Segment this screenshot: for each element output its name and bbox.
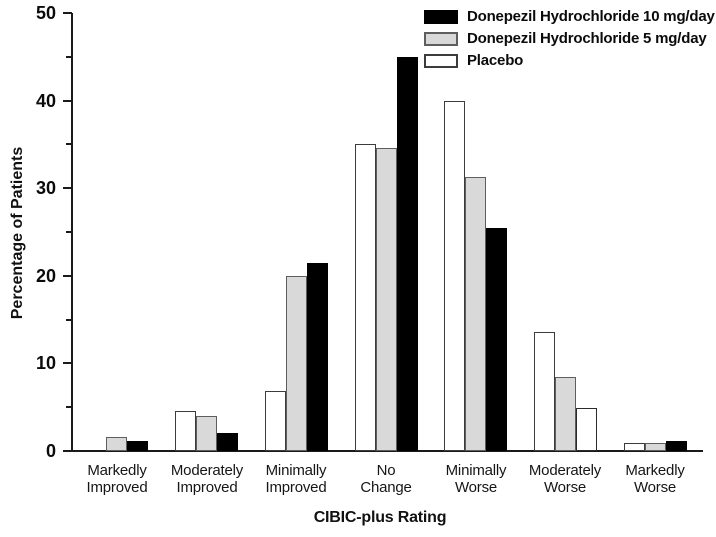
legend-swatch-black-icon: [424, 9, 458, 24]
bar-donepezil-hydrochloride-10-mg/day: [307, 263, 328, 451]
bar-donepezil-hydrochloride-10-mg/day: [397, 57, 418, 451]
bar-placebo: [355, 144, 376, 451]
y-minor-tick: [66, 406, 72, 409]
y-major-tick: [63, 99, 72, 102]
legend-item-donepezil-10mg: Donepezil Hydrochloride 10 mg/day: [424, 8, 715, 25]
y-tick-label: 30: [35, 178, 56, 199]
legend: Donepezil Hydrochloride 10 mg/day Donepe…: [424, 8, 715, 75]
y-minor-tick: [66, 318, 72, 321]
y-major-tick: [63, 12, 72, 14]
category-label: Minimally Improved: [265, 462, 327, 496]
y-axis-line: [71, 13, 73, 452]
legend-label: Donepezil Hydrochloride 5 mg/day: [467, 30, 707, 47]
legend-item-donepezil-5mg: Donepezil Hydrochloride 5 mg/day: [424, 30, 715, 47]
y-tick-label: 50: [35, 3, 56, 23]
y-tick-label: 0: [45, 441, 56, 461]
bar-placebo: [534, 332, 555, 451]
legend-label: Donepezil Hydrochloride 10 mg/day: [467, 8, 715, 25]
bar-donepezil-hydrochloride-5-mg/day: [555, 377, 576, 451]
legend-swatch-gray-icon: [424, 31, 458, 46]
bar-donepezil-hydrochloride-5-mg/day: [465, 177, 486, 451]
bar-donepezil-hydrochloride-10-mg/day: [576, 408, 597, 451]
y-axis-title: Percentage of Patients: [9, 146, 26, 320]
y-tick-label: 20: [35, 265, 56, 286]
bar-placebo: [175, 411, 196, 451]
legend-label: Placebo: [467, 52, 524, 69]
legend-item-placebo: Placebo: [424, 52, 715, 69]
bar-donepezil-hydrochloride-10-mg/day: [666, 441, 687, 451]
x-axis-line: [69, 450, 703, 452]
category-label: Minimally Worse: [445, 462, 507, 496]
bar-donepezil-hydrochloride-10-mg/day: [217, 433, 238, 451]
y-minor-tick: [66, 55, 72, 58]
y-major-tick: [63, 187, 72, 190]
bar-donepezil-hydrochloride-10-mg/day: [127, 441, 148, 451]
bar-placebo: [265, 391, 286, 451]
category-label: Moderately Improved: [170, 462, 244, 496]
category-label: No Change: [360, 462, 412, 496]
y-minor-tick: [66, 143, 72, 146]
bar-donepezil-hydrochloride-5-mg/day: [196, 416, 217, 451]
x-axis-title: CIBIC-plus Rating: [313, 509, 447, 526]
bar-donepezil-hydrochloride-5-mg/day: [286, 276, 307, 451]
bar-donepezil-hydrochloride-10-mg/day: [486, 228, 507, 451]
y-major-tick: [63, 274, 72, 277]
bar-donepezil-hydrochloride-5-mg/day: [376, 148, 397, 451]
y-tick-label: 40: [35, 90, 56, 111]
y-major-tick: [63, 450, 72, 452]
y-major-tick: [63, 362, 72, 365]
category-label: Moderately Worse: [528, 462, 602, 496]
y-tick-label: 10: [35, 353, 56, 374]
bar-placebo: [444, 101, 465, 451]
y-minor-tick: [66, 231, 72, 233]
bar-donepezil-hydrochloride-5-mg/day: [106, 437, 127, 451]
bar-donepezil-hydrochloride-5-mg/day: [645, 443, 666, 451]
category-label: Markedly Improved: [86, 462, 148, 496]
legend-swatch-white-icon: [424, 53, 458, 68]
bar-placebo: [624, 443, 645, 451]
category-label: Markedly Worse: [625, 462, 685, 496]
